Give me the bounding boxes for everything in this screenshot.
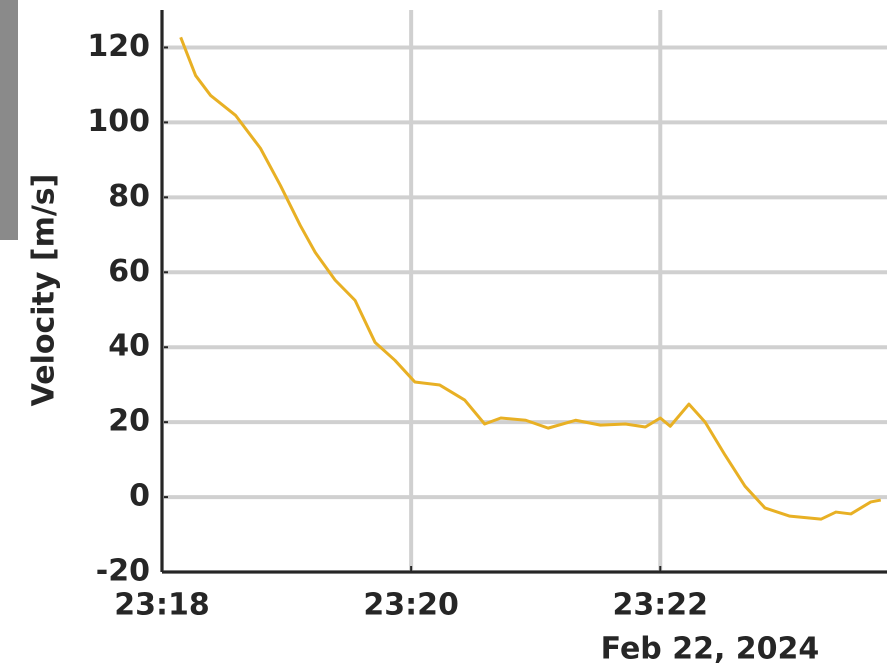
y-tick-label: 120 [87, 29, 150, 64]
y-tick-label: 20 [108, 404, 150, 439]
y-tick-label: 40 [108, 329, 150, 364]
y-tick-label: 60 [108, 254, 150, 289]
date-label: Feb 22, 2024 [601, 632, 820, 667]
y-axis-label: Velocity [m/s] [27, 174, 62, 407]
y-tick-label: -20 [96, 554, 150, 589]
y-tick-label: 100 [87, 104, 150, 139]
x-tick-label: 23:18 [114, 588, 210, 623]
y-tick-label: 0 [129, 479, 150, 514]
data-line [181, 37, 881, 519]
x-tick-label: 23:20 [363, 588, 459, 623]
x-tick-label: 23:22 [613, 588, 709, 623]
y-tick-label: 80 [108, 179, 150, 214]
chart: Velocity [m/s] Feb 22, 2024 -20 0 20 40 60 80… [0, 0, 887, 669]
background-image [0, 0, 18, 240]
